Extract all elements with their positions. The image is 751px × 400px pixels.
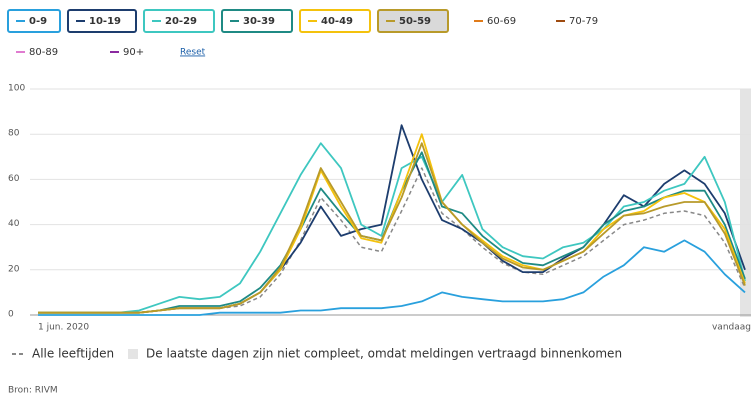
legend-label[interactable]: 90+ (123, 47, 144, 58)
series-line (38, 133, 746, 314)
series-button[interactable] (8, 41, 70, 63)
legend-label[interactable]: 60-69 (487, 16, 516, 27)
reset-link[interactable]: Reset (180, 48, 206, 58)
series-button[interactable] (143, 9, 215, 33)
legend-label[interactable]: 10-19 (89, 16, 121, 27)
series-button[interactable] (7, 9, 61, 33)
legend-label[interactable]: 70-79 (569, 16, 598, 27)
dashed-legend-label: Alle leeftijden (32, 347, 114, 361)
y-tick-label: 60 (8, 174, 20, 184)
source: Bron: RIVM (8, 386, 58, 396)
y-tick-label: 80 (8, 129, 20, 139)
series-button[interactable] (102, 41, 154, 63)
incomplete-note: De laatste dagen zijn niet compleet, omd… (146, 347, 622, 361)
legend-label[interactable]: 40-49 (321, 16, 353, 27)
legend-label[interactable]: 80-89 (29, 47, 58, 58)
series-line (38, 167, 746, 314)
y-tick-label: 20 (8, 264, 20, 274)
legend-label[interactable]: 0-9 (29, 16, 47, 27)
series-button[interactable] (67, 9, 137, 33)
series-line (38, 239, 746, 316)
series-button[interactable] (221, 9, 293, 33)
y-tick-label: 100 (8, 84, 25, 94)
series-button[interactable] (466, 10, 530, 32)
series-button[interactable] (377, 9, 449, 33)
legend-label[interactable]: 20-29 (165, 16, 197, 27)
series-line (38, 142, 746, 314)
series-button[interactable] (299, 9, 371, 33)
x-tick-label: vandaag (712, 323, 751, 333)
incomplete-region (740, 89, 751, 317)
legend-label[interactable]: 50-59 (399, 16, 431, 27)
series-button[interactable] (548, 10, 612, 32)
legend-label[interactable]: 30-39 (243, 16, 275, 27)
x-tick-label: 1 jun. 2020 (38, 323, 89, 333)
y-tick-label: 40 (8, 219, 20, 229)
y-tick-label: 0 (8, 310, 14, 320)
series-line (38, 142, 746, 314)
incomplete-swatch (128, 349, 138, 359)
